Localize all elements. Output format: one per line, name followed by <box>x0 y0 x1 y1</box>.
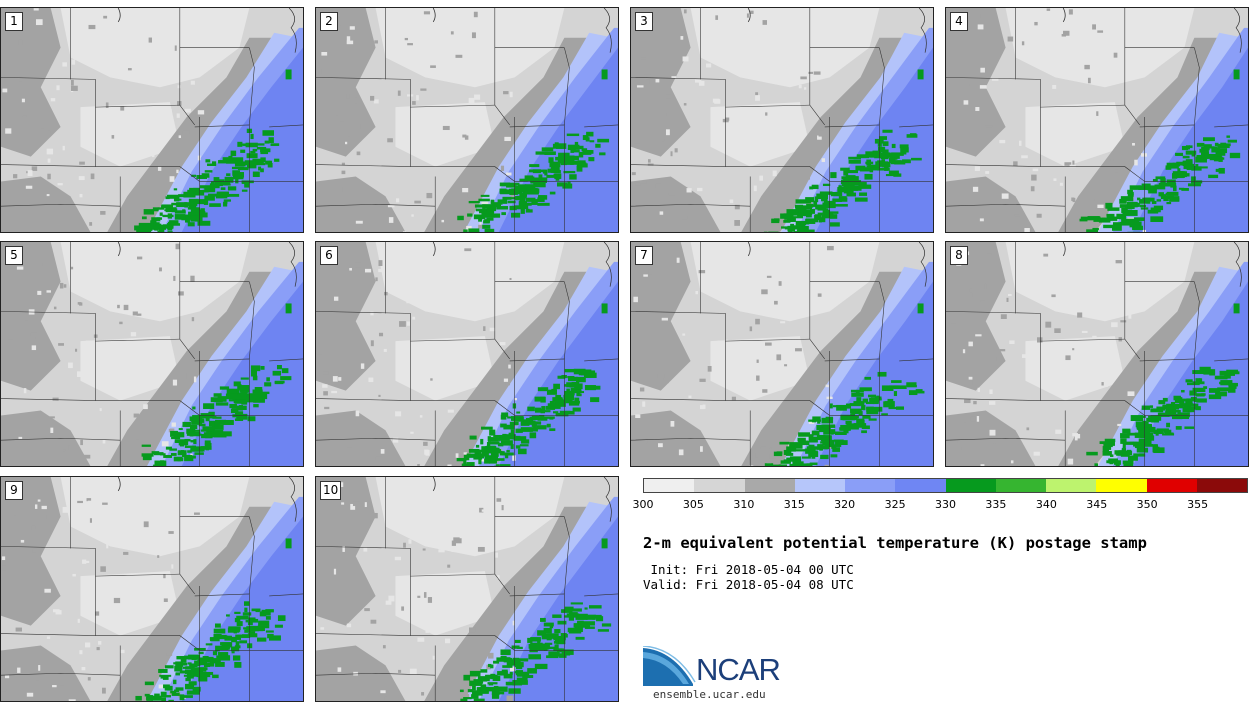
colorbar-segment <box>1096 479 1147 492</box>
ncar-logo-icon <box>643 646 696 686</box>
colorbar-segment <box>1196 479 1247 492</box>
ensemble-member-panel: 2 <box>315 7 619 233</box>
ensemble-member-panel: 10 <box>315 476 619 702</box>
colorbar-segment <box>644 479 695 492</box>
ensemble-member-panel: 9 <box>0 476 304 702</box>
panel-number-label: 5 <box>5 246 23 265</box>
colorbar-tick-label: 345 <box>1086 498 1108 511</box>
colorbar-ticks: 300 305 310 315 320 325 330 335 340 345 350 355 <box>633 498 1248 512</box>
theta-e-map <box>631 8 933 232</box>
colorbar-tick-label: 355 <box>1187 498 1209 511</box>
panel-number-label: 7 <box>635 246 653 265</box>
panel-number-label: 8 <box>950 246 968 265</box>
theta-e-map <box>1 477 303 701</box>
colorbar-tick-label: 300 <box>632 498 654 511</box>
theta-e-map <box>946 8 1248 232</box>
colorbar-segment <box>694 479 745 492</box>
panel-number-label: 10 <box>320 481 342 500</box>
ensemble-member-panel: 7 <box>630 241 934 467</box>
ensemble-member-panel: 6 <box>315 241 619 467</box>
ensemble-member-panel: 8 <box>945 241 1249 467</box>
ensemble-member-panel: 3 <box>630 7 934 233</box>
colorbar-tick-label: 310 <box>733 498 755 511</box>
colorbar-segment <box>1046 479 1097 492</box>
ncar-logo-text: NCAR <box>696 652 781 687</box>
ensemble-member-panel: 1 <box>0 7 304 233</box>
colorbar <box>643 478 1248 493</box>
theta-e-map <box>946 242 1248 466</box>
colorbar-segment <box>794 479 845 492</box>
site-url: ensemble.ucar.edu <box>653 688 766 701</box>
colorbar-segment <box>895 479 946 492</box>
colorbar-tick-label: 305 <box>682 498 704 511</box>
panel-number-label: 9 <box>5 481 23 500</box>
colorbar-tick-label: 340 <box>1035 498 1057 511</box>
colorbar-tick-label: 335 <box>985 498 1007 511</box>
panel-number-label: 2 <box>320 12 338 31</box>
colorbar-segment <box>945 479 996 492</box>
colorbar-segment <box>1146 479 1197 492</box>
theta-e-map <box>1 8 303 232</box>
colorbar-tick-label: 320 <box>834 498 856 511</box>
panel-number-label: 3 <box>635 12 653 31</box>
colorbar-segment <box>744 479 795 492</box>
colorbar-tick-label: 315 <box>783 498 805 511</box>
colorbar-tick-label: 330 <box>935 498 956 511</box>
init-time: Init: Fri 2018-05-04 00 UTC <box>643 562 854 577</box>
theta-e-map <box>316 242 618 466</box>
theta-e-map <box>1 242 303 466</box>
ensemble-member-panel: 5 <box>0 241 304 467</box>
panel-number-label: 1 <box>5 12 23 31</box>
colorbar-segment <box>845 479 896 492</box>
theta-e-map <box>316 8 618 232</box>
panel-number-label: 6 <box>320 246 338 265</box>
panel-number-label: 4 <box>950 12 968 31</box>
theta-e-map <box>631 242 933 466</box>
colorbar-tick-label: 350 <box>1136 498 1158 511</box>
figure-title: 2-m equivalent potential temperature (K)… <box>643 534 1147 552</box>
ensemble-member-panel: 4 <box>945 7 1249 233</box>
colorbar-tick-label: 325 <box>884 498 906 511</box>
colorbar-segment <box>995 479 1046 492</box>
valid-time: Valid: Fri 2018-05-04 08 UTC <box>643 577 854 592</box>
theta-e-map <box>316 477 618 701</box>
